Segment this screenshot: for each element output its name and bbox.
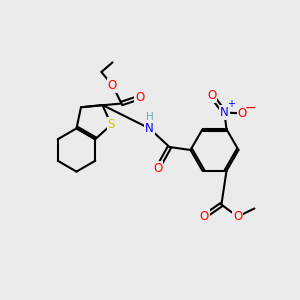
Text: O: O (200, 210, 208, 223)
Text: O: O (233, 210, 242, 223)
Text: O: O (207, 89, 216, 102)
Text: O: O (135, 91, 144, 104)
Text: N: N (220, 106, 229, 119)
Text: N: N (145, 122, 154, 135)
Text: H: H (146, 112, 153, 122)
Text: O: O (238, 107, 247, 120)
Text: O: O (108, 79, 117, 92)
Text: +: + (227, 99, 235, 109)
Text: O: O (153, 162, 162, 175)
Text: −: − (245, 100, 256, 114)
Text: S: S (108, 118, 115, 131)
